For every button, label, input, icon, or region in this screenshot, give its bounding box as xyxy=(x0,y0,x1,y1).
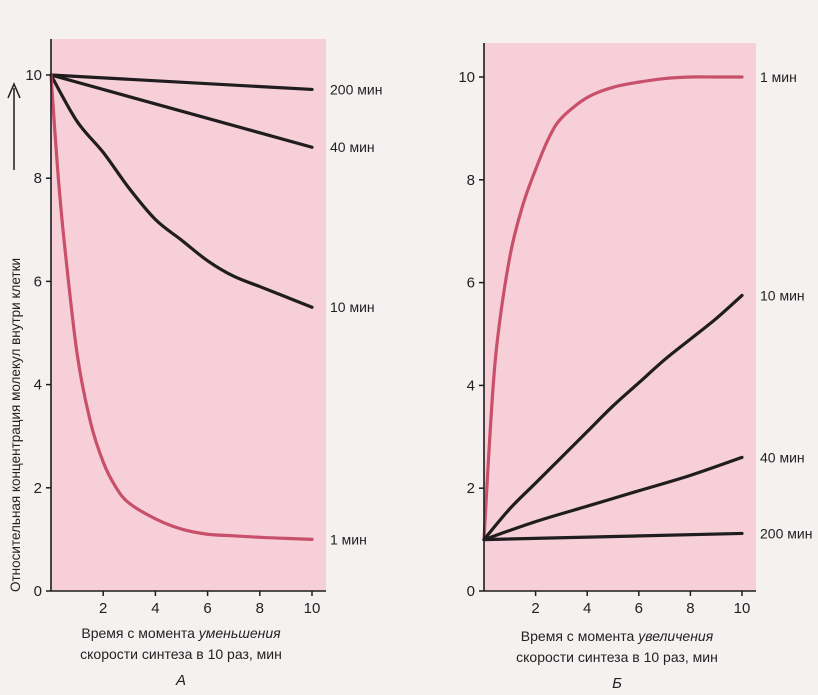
series-label-40-мин: 40 мин xyxy=(330,139,375,155)
series-label-10-мин: 10 мин xyxy=(330,299,375,315)
x-tick-label: 6 xyxy=(635,600,643,617)
x-tick-label: 8 xyxy=(686,600,694,617)
plot-background xyxy=(484,43,756,591)
panel-a-series xyxy=(49,73,314,541)
y-tick-label: 8 xyxy=(34,170,42,187)
panel-b-curve-labels: 1 мин 10 мин 40 мин 200 мин xyxy=(760,69,812,541)
x-tick-label: 10 xyxy=(304,600,321,617)
y-tick-label: 4 xyxy=(467,377,475,394)
series-line-40-мин xyxy=(482,455,744,542)
series-line-1-мин xyxy=(49,73,314,541)
panel-label: Б xyxy=(612,675,622,692)
series-label-40-мин: 40 мин xyxy=(760,449,805,465)
y-tick-label: 8 xyxy=(467,172,475,189)
panel-b: 0 2 4 6 8 10 2 4 6 8 10 1 мин 10 мин 40 мин 200 мин В… xyxy=(458,43,812,692)
panel-a-curve-labels: 200 мин 40 мин 10 мин 1 мин xyxy=(330,81,382,547)
up-arrow-head-icon xyxy=(7,82,21,99)
series-label-1-мин: 1 мин xyxy=(330,531,367,547)
y-tick-label: 4 xyxy=(34,377,42,394)
series-line-200-мин xyxy=(49,73,314,92)
panel-b-series xyxy=(482,75,744,542)
x-tick-label: 8 xyxy=(256,600,264,617)
series-line-200-мин xyxy=(482,531,744,542)
y-axis-label-group: Относительная концентрация молекул внутр… xyxy=(7,82,23,592)
y-tick-label: 6 xyxy=(467,275,475,292)
y-axis-label: Относительная концентрация молекул внутр… xyxy=(8,258,23,592)
series-line-10-мин xyxy=(49,73,314,309)
series-line-10-мин xyxy=(482,293,744,542)
x-tick-label: 6 xyxy=(203,600,211,617)
series-label-200-мин: 200 мин xyxy=(330,81,382,97)
panel-b-ticks: 0 2 4 6 8 10 2 4 6 8 10 xyxy=(458,69,750,617)
x-tick-label: 4 xyxy=(583,600,591,617)
series-label-10-мин: 10 мин xyxy=(760,287,805,303)
plot-background xyxy=(51,39,326,591)
y-tick-label: 10 xyxy=(458,69,475,86)
panel-a: 0 2 4 6 8 10 2 4 6 8 10 200 мин 40 мин 10 мин 1 мин В… xyxy=(25,39,382,689)
y-tick-label: 2 xyxy=(34,480,42,497)
series-label-200-мин: 200 мин xyxy=(760,525,812,541)
x-tick-label: 10 xyxy=(734,600,751,617)
y-tick-label: 6 xyxy=(34,273,42,290)
series-label-1-мин: 1 мин xyxy=(760,69,797,85)
series-line-40-мин xyxy=(49,73,314,149)
panel-label: А xyxy=(175,672,186,689)
x-axis-label-line1: Время с момента увеличения xyxy=(521,628,714,644)
x-tick-label: 2 xyxy=(531,600,539,617)
x-axis-label-line2: скорости синтеза в 10 раз, мин xyxy=(80,646,282,662)
y-tick-label: 2 xyxy=(467,480,475,497)
x-tick-label: 2 xyxy=(99,600,107,617)
y-tick-label: 10 xyxy=(25,67,42,84)
y-tick-label: 0 xyxy=(34,583,42,600)
panel-a-ticks: 0 2 4 6 8 10 2 4 6 8 10 xyxy=(25,67,320,617)
y-tick-label: 0 xyxy=(467,583,475,600)
x-axis-label-line2: скорости синтеза в 10 раз, мин xyxy=(516,649,718,665)
x-axis-label-line1: Время с момента уменьшения xyxy=(81,625,281,641)
series-line-1-мин xyxy=(482,75,744,542)
x-tick-label: 4 xyxy=(151,600,159,617)
